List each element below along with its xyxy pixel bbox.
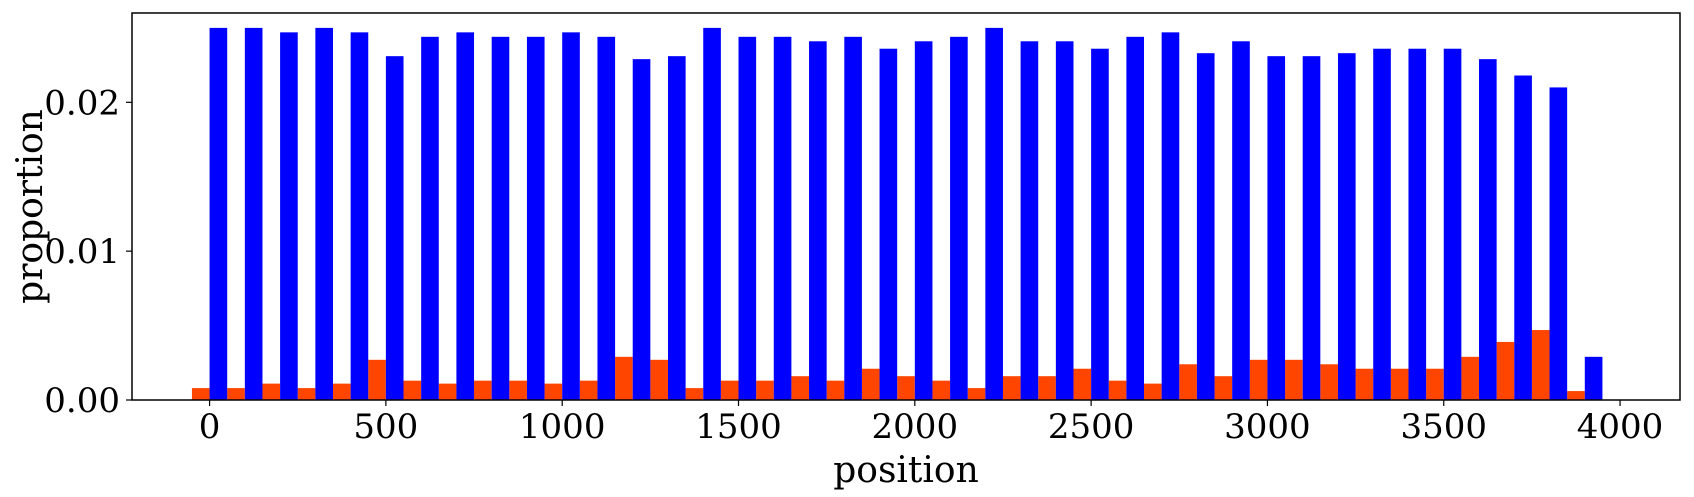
bar-series-1-bin-16 — [756, 380, 774, 400]
bar-series-1-bin-36 — [1461, 356, 1480, 400]
x-tick-label: 3500 — [1400, 407, 1487, 447]
bar-series-1-bin-22 — [967, 388, 986, 400]
bar-series-2-bin-29 — [1232, 41, 1250, 401]
x-axis-ticks: 0 500 1000 1500 2000 2500 3000 3500 4000 — [199, 400, 1664, 447]
x-tick-label: 1500 — [695, 407, 782, 447]
bar-series-1-bin-29 — [1214, 376, 1233, 400]
bar-series-2-bin-39 — [1584, 356, 1603, 400]
bar-series-2-bin-27 — [1161, 32, 1180, 400]
bar-series-2-bin-19 — [879, 48, 898, 400]
y-axis-ticks: 0.00 0.01 0.02 — [44, 83, 132, 421]
bar-series-1-bin-11 — [579, 380, 598, 400]
bar-series-1-bin-27 — [1144, 383, 1162, 400]
bar-series-1-bin-2 — [262, 383, 281, 400]
bar-series-1-bin-13 — [650, 359, 668, 400]
bar-series-1-bin-39 — [1567, 391, 1585, 400]
bar-series-1-bin-28 — [1179, 364, 1197, 400]
bar-series-1-bin-23 — [1002, 376, 1021, 400]
bar-series-1-bin-8 — [474, 380, 492, 400]
bar-series-1-bin-0 — [191, 388, 210, 400]
bar-series-2-bin-13 — [667, 56, 686, 401]
bar-series-1-bin-17 — [791, 376, 810, 400]
plot-frame — [131, 12, 1681, 401]
bar-series-2-bin-26 — [1126, 36, 1145, 401]
bar-series-2-bin-35 — [1443, 48, 1462, 400]
bar-series-2-bin-31 — [1302, 56, 1321, 401]
bar-series-1-bin-14 — [685, 388, 704, 400]
bar-series-1-bin-25 — [1073, 368, 1092, 400]
bar-series-2-bin-17 — [809, 41, 827, 401]
bar-series-2-bin-5 — [385, 56, 404, 401]
bar-series-1-bin-37 — [1496, 341, 1515, 400]
bar-series-1-bin-38 — [1531, 330, 1550, 400]
bar-series-1-bin-15 — [720, 380, 739, 400]
bar-series-2-bin-6 — [421, 36, 439, 401]
bar-series-2-bin-36 — [1479, 59, 1497, 401]
bar-series-2-bin-38 — [1549, 87, 1568, 400]
bar-series-2-bin-15 — [738, 36, 757, 401]
bar-series-2-bin-33 — [1373, 48, 1391, 400]
bar-series-2-bin-21 — [950, 36, 968, 401]
bar-series-2-bin-16 — [773, 36, 792, 401]
x-axis-label: position — [833, 450, 979, 491]
y-tick-label: 0.02 — [44, 83, 120, 123]
bar-series-1-bin-31 — [1285, 359, 1303, 400]
bars-layer — [191, 27, 1603, 401]
bar-series-2-bin-32 — [1337, 53, 1356, 400]
bar-series-2-bin-2 — [280, 32, 298, 400]
bar-series-2-bin-18 — [844, 36, 862, 401]
bar-series-2-bin-14 — [703, 27, 721, 401]
bar-series-2-bin-8 — [491, 36, 510, 401]
bar-series-1-bin-1 — [227, 388, 245, 400]
y-tick-label: 0.00 — [44, 381, 120, 421]
bar-series-1-bin-20 — [897, 376, 915, 400]
bar-series-1-bin-12 — [615, 356, 633, 400]
bar-series-1-bin-6 — [403, 380, 422, 400]
x-tick-label: 2500 — [1048, 407, 1135, 447]
bar-series-2-bin-7 — [456, 32, 475, 400]
bar-series-2-bin-25 — [1091, 48, 1109, 400]
bar-series-2-bin-0 — [209, 27, 228, 401]
x-tick-label: 2000 — [872, 407, 959, 447]
y-tick-label: 0.01 — [44, 232, 120, 272]
bar-series-2-bin-4 — [350, 32, 369, 400]
bar-series-1-bin-7 — [438, 383, 457, 400]
bar-series-1-bin-26 — [1108, 380, 1127, 400]
x-tick-label: 3000 — [1224, 407, 1311, 447]
bar-series-1-bin-19 — [861, 368, 880, 400]
bar-series-2-bin-10 — [562, 32, 580, 400]
bar-series-1-bin-4 — [332, 383, 351, 400]
bar-series-2-bin-12 — [632, 59, 651, 401]
bar-series-2-bin-3 — [315, 27, 333, 401]
bar-series-1-bin-30 — [1249, 359, 1268, 400]
bar-series-2-bin-24 — [1055, 41, 1074, 401]
bar-series-2-bin-9 — [526, 36, 545, 401]
bar-series-1-bin-35 — [1426, 368, 1444, 400]
bar-series-2-bin-28 — [1196, 53, 1215, 400]
bar-series-2-bin-30 — [1267, 56, 1286, 401]
bar-series-2-bin-22 — [985, 27, 1003, 401]
bar-series-1-bin-10 — [544, 383, 563, 400]
bar-series-2-bin-1 — [244, 27, 263, 401]
bar-series-2-bin-37 — [1514, 75, 1532, 400]
bar-series-1-bin-3 — [297, 388, 316, 400]
bar-series-1-bin-32 — [1320, 364, 1338, 400]
x-tick-label: 500 — [353, 407, 418, 447]
bar-series-1-bin-18 — [826, 380, 845, 400]
bar-series-1-bin-9 — [509, 380, 527, 400]
bar-series-1-bin-34 — [1390, 368, 1409, 400]
bar-series-1-bin-33 — [1355, 368, 1374, 400]
bar-series-1-bin-24 — [1038, 376, 1056, 400]
bar-series-1-bin-21 — [932, 380, 951, 400]
bar-series-2-bin-34 — [1408, 48, 1427, 400]
x-tick-label: 4000 — [1577, 407, 1664, 447]
bar-series-1-bin-5 — [368, 359, 386, 400]
x-tick-label: 1000 — [519, 407, 606, 447]
x-tick-label: 0 — [199, 407, 221, 447]
bar-series-2-bin-23 — [1020, 41, 1039, 401]
y-axis-label: proportion — [10, 109, 51, 304]
bar-series-2-bin-11 — [597, 36, 616, 401]
bar-series-2-bin-20 — [914, 41, 933, 401]
